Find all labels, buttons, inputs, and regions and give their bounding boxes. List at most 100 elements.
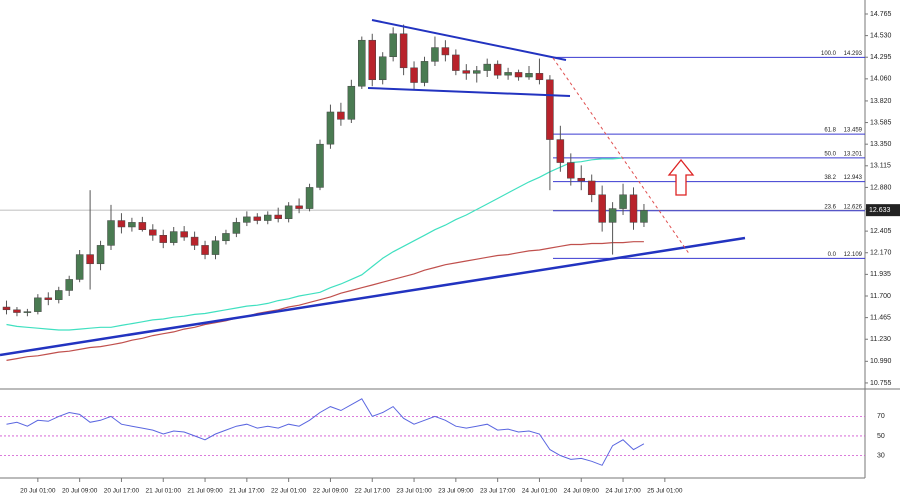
fib-price-label: 14.293	[844, 51, 863, 57]
candle-body	[274, 214, 282, 219]
candle-body	[2, 306, 11, 311]
candle-body	[180, 231, 188, 238]
x-tick-label: 21 Jul 09:00	[187, 488, 223, 495]
candle-body	[253, 216, 262, 221]
y-tick-label: 70	[877, 413, 885, 420]
candle-body	[640, 210, 648, 223]
candle-body	[462, 70, 471, 74]
y-tick-label: 13.350	[870, 141, 892, 148]
candle-body	[629, 194, 638, 223]
y-tick-label: 13.820	[870, 98, 892, 105]
candle-body	[452, 54, 460, 71]
candle-body	[504, 72, 512, 76]
candle-body	[75, 254, 84, 280]
y-tick-label: 11.700	[870, 293, 891, 300]
fib-price-label: 12.109	[844, 252, 863, 258]
fib-price-label: 13.459	[844, 128, 863, 134]
candle-body	[399, 33, 408, 69]
candle-body	[138, 222, 147, 230]
arrow	[667, 158, 695, 196]
candle-body	[190, 236, 199, 246]
candle-body	[587, 180, 596, 196]
y-tick-label: 13.585	[870, 119, 892, 126]
x-tick-label: 23 Jul 09:00	[438, 488, 474, 495]
fib-price-label: 12.943	[844, 175, 863, 181]
candle-body	[149, 229, 157, 236]
fib-level-label: 100.0	[821, 51, 837, 57]
candle-body	[473, 70, 481, 74]
candle-body	[264, 214, 272, 221]
y-tick-label: 12.880	[870, 184, 892, 191]
candle-body	[483, 63, 491, 71]
fib-level-label: 0.0	[828, 252, 837, 258]
candle-body	[232, 222, 241, 234]
candle-body	[159, 235, 167, 243]
candle-body	[201, 245, 209, 255]
fib-level-label: 38.2	[824, 175, 836, 181]
y-tick-label: 12.170	[870, 250, 892, 257]
y-tick-label: 14.060	[870, 76, 892, 83]
x-tick-label: 20 Jul 09:00	[62, 488, 98, 495]
candle-body	[378, 56, 387, 81]
candle-body	[556, 139, 565, 163]
candle-body	[13, 309, 21, 313]
fib-level-label: 23.6	[824, 204, 836, 210]
y-tick-label: 50	[877, 433, 885, 440]
candle-body	[567, 162, 575, 179]
candle-body	[514, 72, 523, 78]
x-tick-label: 25 Jul 01:00	[647, 488, 683, 495]
x-tick-label: 20 Jul 01:00	[20, 488, 56, 495]
y-tick-label: 10.755	[870, 380, 892, 387]
candle-body	[358, 39, 366, 87]
x-tick-label: 20 Jul 17:00	[104, 488, 140, 495]
x-tick-label: 21 Jul 17:00	[229, 488, 265, 495]
fib-price-label: 13.201	[844, 151, 863, 157]
candle-body	[389, 33, 397, 58]
candle-body	[305, 187, 314, 209]
x-tick-label: 23 Jul 17:00	[480, 488, 516, 495]
trend-line	[0, 236, 746, 357]
x-tick-label: 24 Jul 01:00	[522, 488, 558, 495]
y-tick-label: 14.530	[870, 32, 892, 39]
annotations	[0, 19, 746, 357]
y-tick-label: 12.405	[870, 228, 892, 235]
x-tick-label: 24 Jul 09:00	[564, 488, 600, 495]
rsi-line	[6, 398, 645, 466]
candle-body	[117, 220, 126, 228]
fib-level-label: 61.8	[824, 128, 836, 134]
candle-body	[619, 194, 627, 209]
candle-body	[608, 208, 617, 223]
fib-price-label: 12.626	[844, 204, 863, 210]
candle-body	[86, 254, 94, 265]
y-tick-label: 30	[877, 452, 885, 459]
moving-average	[6, 241, 644, 361]
x-tick-label: 21 Jul 01:00	[146, 488, 182, 495]
y-tick-label: 14.765	[870, 11, 892, 18]
x-tick-label: 22 Jul 01:00	[271, 488, 307, 495]
candle-body	[211, 240, 220, 255]
y-tick-label: 14.295	[870, 54, 892, 61]
candle-body	[598, 194, 606, 223]
candle-body	[337, 111, 345, 120]
candle-body	[169, 231, 178, 243]
candle-body	[410, 67, 418, 83]
x-tick-label: 22 Jul 09:00	[313, 488, 349, 495]
candle-body	[326, 111, 335, 145]
trend-line	[367, 87, 571, 97]
candle-body	[525, 73, 533, 78]
candle-body	[243, 216, 251, 223]
candle-body	[420, 61, 429, 83]
candle-body	[441, 47, 450, 56]
y-tick-label: 11.465	[870, 314, 891, 321]
y-tick-label: 13.115	[870, 163, 891, 170]
y-tick-label: 10.990	[870, 358, 892, 365]
current-price-label: 12.633	[869, 207, 891, 214]
x-tick-label: 22 Jul 17:00	[355, 488, 391, 495]
candle-body	[493, 63, 502, 76]
candle-body	[23, 311, 32, 313]
candle-body	[295, 205, 303, 209]
y-tick-label: 11.230	[870, 336, 891, 343]
candle-body	[128, 222, 136, 228]
